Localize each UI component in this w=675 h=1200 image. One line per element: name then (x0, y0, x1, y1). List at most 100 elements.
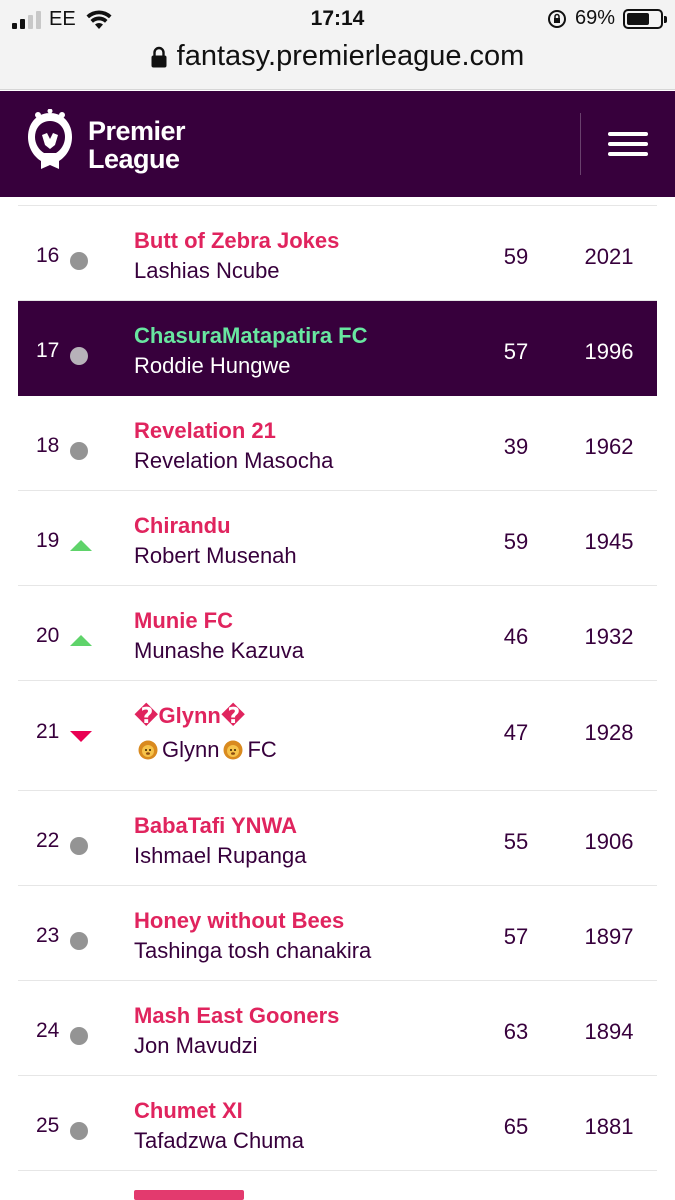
gameweek-points: 63 (503, 1019, 529, 1044)
rank: 19 (36, 529, 60, 552)
site-header: Premier League (0, 91, 675, 197)
team-name[interactable]: BabaTafi YNWA (134, 813, 297, 838)
total-points: 1881 (584, 1114, 634, 1139)
header-divider (580, 113, 581, 175)
manager-name: Revelation Masocha (134, 448, 334, 473)
manager-name-part: Glynn (162, 737, 220, 762)
movement-same-icon (70, 1027, 88, 1045)
manager-name: Jon Mavudzi (134, 1033, 258, 1058)
gameweek-points: 55 (503, 829, 529, 854)
table-row[interactable]: 16 Butt of Zebra Jokes Lashias Ncube 59 … (18, 206, 657, 301)
rank: 24 (36, 1019, 60, 1042)
manager-name: Roddie Hungwe (134, 353, 291, 378)
premier-league-wordmark[interactable]: Premier League (88, 116, 186, 174)
table-row[interactable]: 19 Chirandu Robert Musenah 59 1945 (18, 491, 657, 586)
table-row[interactable]: 22 BabaTafi YNWA Ishmael Rupanga 55 1906 (18, 791, 657, 886)
team-name[interactable]: Honey without Bees (134, 908, 345, 933)
status-right: 69% (547, 7, 667, 30)
team-name[interactable]: �Glynn� (134, 703, 246, 728)
total-points: 1932 (584, 624, 634, 649)
movement-up-icon (70, 632, 92, 646)
total-points: 1906 (584, 829, 634, 854)
gameweek-points: 47 (503, 720, 529, 745)
wifi-icon (86, 9, 112, 29)
standings-table: 16 Butt of Zebra Jokes Lashias Ncube 59 … (18, 197, 657, 1171)
url-display[interactable]: fantasy.premierleague.com (0, 40, 675, 73)
table-row[interactable]: 25 Chumet XI Tafadzwa Chuma 65 1881 (18, 1076, 657, 1171)
brand-line-1: Premier (88, 116, 186, 146)
manager-name: Glynn FC (134, 737, 277, 763)
table-row[interactable]: 24 Mash East Gooners Jon Mavudzi 63 1894 (18, 981, 657, 1076)
movement-up-icon (70, 537, 92, 551)
team-name[interactable]: Chirandu (134, 513, 231, 538)
rank: 17 (36, 339, 60, 362)
lion-emoji-icon (138, 740, 158, 760)
table-row[interactable]: 18 Revelation 21 Revelation Masocha 39 1… (18, 396, 657, 491)
rank: 16 (36, 244, 60, 267)
premier-league-lion-logo[interactable] (20, 109, 80, 173)
total-points: 2021 (584, 244, 634, 269)
signal-icon (12, 10, 41, 29)
gameweek-points: 59 (503, 529, 529, 554)
team-name[interactable]: Chumet XI (134, 1098, 243, 1123)
movement-same-icon (70, 932, 88, 950)
url-text: fantasy.premierleague.com (176, 40, 525, 72)
gameweek-points: 39 (503, 434, 529, 459)
rank: 23 (36, 924, 60, 947)
status-left: EE (12, 8, 112, 31)
total-points: 1962 (584, 434, 634, 459)
table-row-highlighted[interactable]: 17 ChasuraMatapatira FC Roddie Hungwe 57… (18, 301, 657, 396)
movement-same-icon (70, 347, 88, 365)
gameweek-points: 65 (503, 1114, 529, 1139)
manager-name: Lashias Ncube (134, 258, 280, 283)
manager-name: Robert Musenah (134, 543, 297, 568)
rank: 25 (36, 1114, 60, 1137)
next-row-partial-team-name (134, 1186, 244, 1200)
lock-icon (151, 46, 167, 67)
rank: 18 (36, 434, 60, 457)
carrier-label: EE (49, 8, 76, 30)
rank: 22 (36, 829, 60, 852)
total-points: 1945 (584, 529, 634, 554)
menu-button[interactable] (604, 121, 652, 167)
team-name[interactable]: Munie FC (134, 608, 233, 633)
team-name[interactable]: Butt of Zebra Jokes (134, 228, 340, 253)
total-points: 1996 (584, 339, 634, 364)
status-time: 17:14 (310, 7, 365, 30)
brand-line-2: League (88, 144, 180, 174)
team-name[interactable]: Mash East Gooners (134, 1003, 340, 1028)
manager-name: Tashinga tosh chanakira (134, 938, 372, 963)
hamburger-bar (608, 152, 648, 156)
status-bar: EE 17:14 69% (0, 0, 675, 36)
table-row[interactable]: 20 Munie FC Munashe Kazuva 46 1932 (18, 586, 657, 681)
movement-same-icon (70, 252, 88, 270)
total-points: 1928 (584, 720, 634, 745)
gameweek-points: 59 (503, 244, 529, 269)
team-name[interactable]: Revelation 21 (134, 418, 276, 443)
url-bar[interactable]: fantasy.premierleague.com (0, 36, 675, 90)
movement-down-icon (70, 728, 92, 742)
gameweek-points: 46 (503, 624, 529, 649)
manager-name: Ishmael Rupanga (134, 843, 307, 868)
hamburger-icon (608, 132, 648, 136)
table-row[interactable]: 23 Honey without Bees Tashinga tosh chan… (18, 886, 657, 981)
rank: 21 (36, 720, 60, 743)
table-top-border (18, 197, 657, 206)
movement-same-icon (70, 442, 88, 460)
rotation-lock-icon (547, 9, 566, 28)
movement-same-icon (70, 1122, 88, 1140)
battery-percent: 69% (574, 7, 615, 29)
lion-emoji-icon (223, 740, 243, 760)
gameweek-points: 57 (503, 339, 529, 364)
total-points: 1897 (584, 924, 634, 949)
movement-same-icon (70, 837, 88, 855)
battery-icon (623, 8, 667, 29)
team-name[interactable]: ChasuraMatapatira FC (134, 323, 368, 348)
hamburger-bar (608, 142, 648, 146)
total-points: 1894 (584, 1019, 634, 1044)
rank: 20 (36, 624, 60, 647)
manager-name-part: FC (247, 737, 277, 762)
manager-name: Munashe Kazuva (134, 638, 304, 663)
table-row[interactable]: 21 �Glynn� Glynn FC 47 1928 (18, 681, 657, 791)
manager-name: Tafadzwa Chuma (134, 1128, 304, 1153)
